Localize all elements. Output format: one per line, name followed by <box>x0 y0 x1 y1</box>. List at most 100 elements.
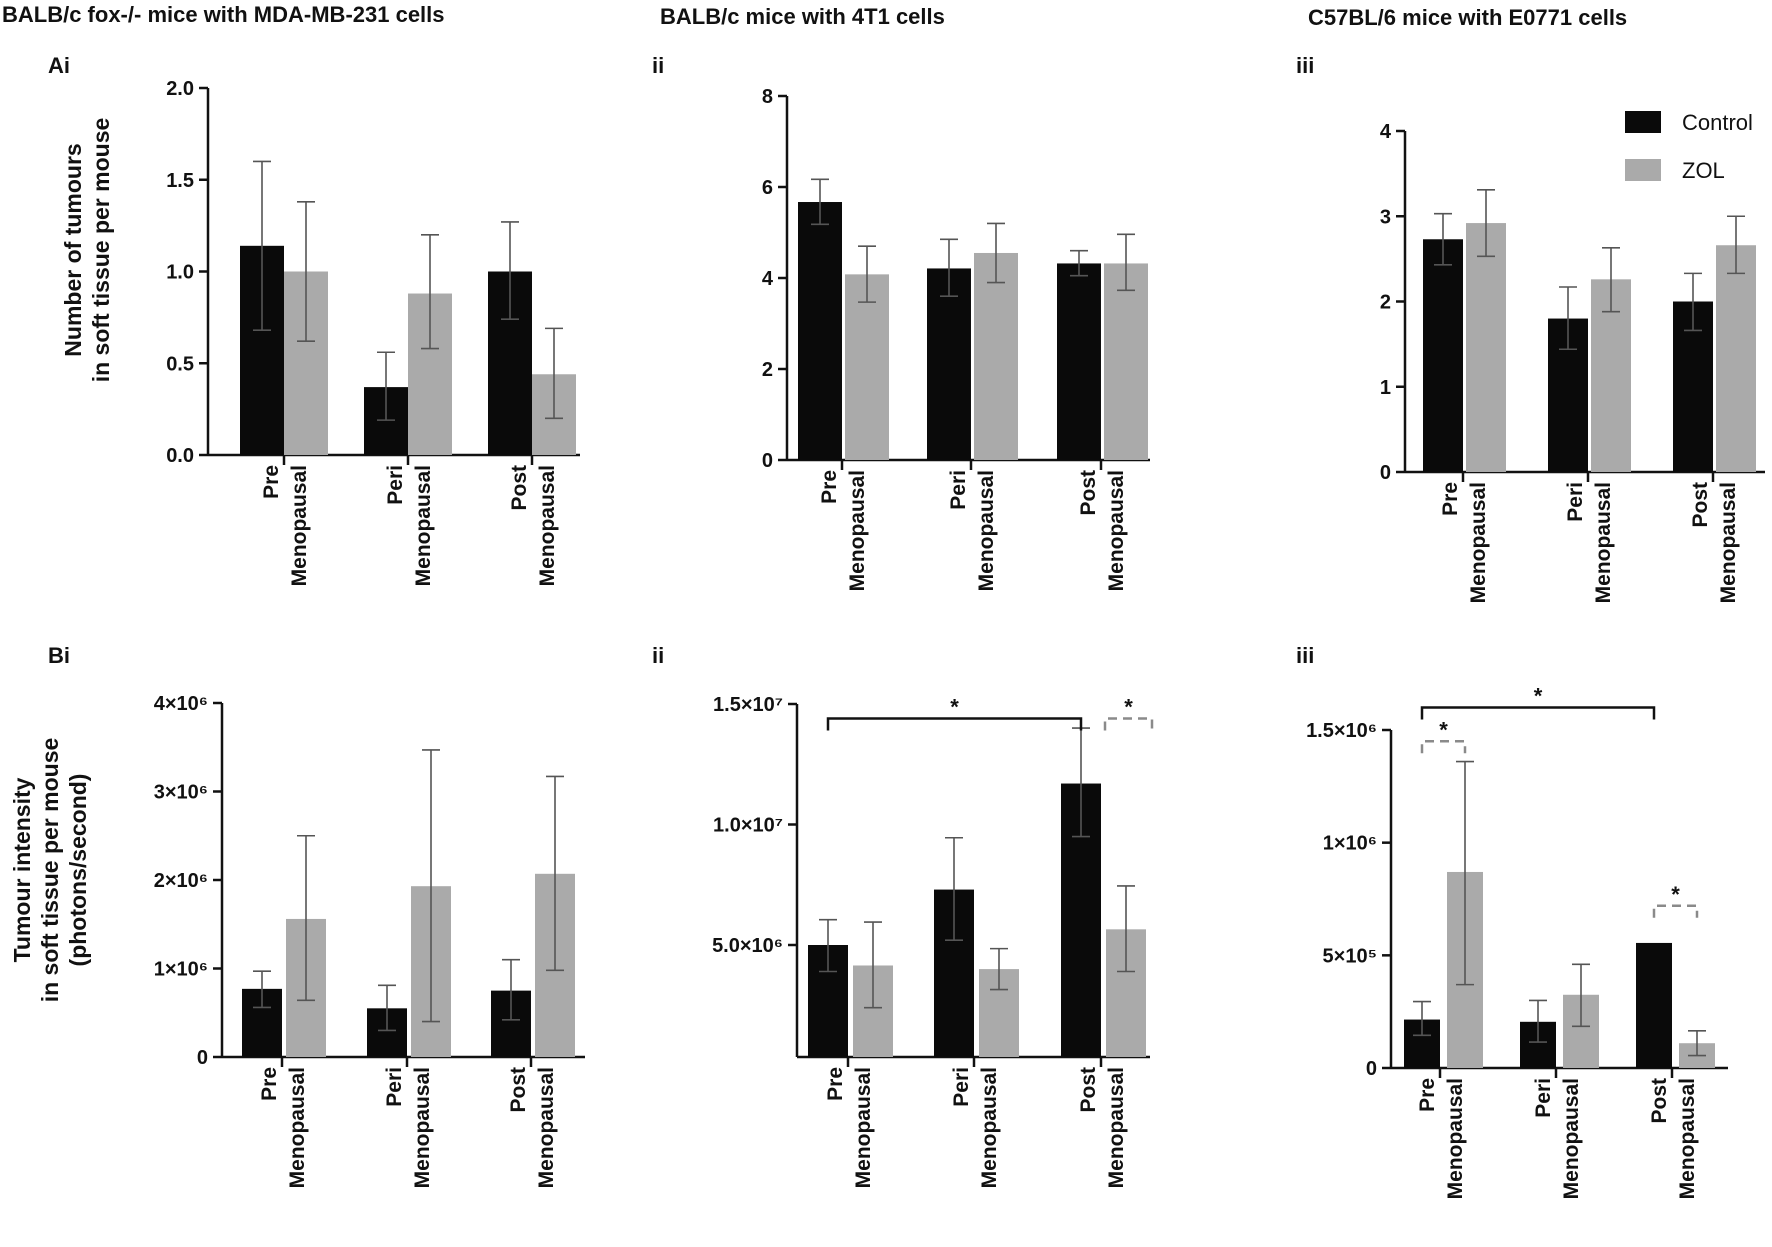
y-tick-label: 5.0×10⁶ <box>712 935 783 957</box>
y-axis-label: Number of tumours <box>60 143 86 356</box>
category-label: Peri <box>384 465 407 505</box>
y-tick-label: 3×10⁶ <box>154 782 208 804</box>
bar-control-post <box>1057 263 1101 460</box>
bar-control-peri <box>927 268 971 460</box>
panel-label-Aii: ii <box>652 53 664 78</box>
category-label: Menopausal <box>1105 1067 1128 1188</box>
y-tick-label: 6 <box>762 177 773 199</box>
category-label: Menopausal <box>975 470 998 591</box>
category-label: Pre <box>1416 1078 1439 1112</box>
bar-zol-post <box>1716 245 1756 472</box>
panel-label-Bii: ii <box>652 643 664 668</box>
significance-bracket <box>1103 717 1154 731</box>
category-label: Post <box>1077 470 1100 516</box>
y-tick-label: 4 <box>762 268 774 290</box>
y-tick-label: 1 <box>1380 377 1391 399</box>
y-tick-label: 1.0 <box>166 262 194 284</box>
significance-star: * <box>1671 882 1680 907</box>
column-title-mda: BALB/c fox-/- mice with MDA-MB-231 cells <box>2 2 445 27</box>
y-tick-label: 1.5×10⁶ <box>1306 720 1377 742</box>
bar-zol-post <box>1104 263 1148 460</box>
significance-star: * <box>950 694 959 719</box>
significance-star: * <box>1439 717 1448 742</box>
y-axis-label: in soft tissue per mouse <box>37 738 63 1003</box>
y-tick-label: 0.5 <box>166 353 194 375</box>
category-label: Peri <box>1564 482 1587 522</box>
category-label: Menopausal <box>411 1067 434 1188</box>
bar-control-pre <box>798 202 842 460</box>
category-label: Post <box>1077 1067 1100 1113</box>
category-label: Post <box>1648 1078 1671 1124</box>
significance-bracket <box>826 717 1083 731</box>
category-label: Post <box>508 465 531 511</box>
category-label: Post <box>507 1067 530 1113</box>
legend-swatch-zol <box>1625 159 1661 181</box>
category-label: Pre <box>818 470 841 504</box>
category-label: Pre <box>258 1067 281 1101</box>
y-axis-label: in soft tissue per mouse <box>88 118 114 383</box>
legend: Control ZOL <box>1625 110 1753 183</box>
panel-Ai: Ai 0.0 0.5 1.0 1.5 2.0 Number of tumours in so… <box>48 53 580 586</box>
y-tick-label: 1.5×10⁷ <box>713 694 783 716</box>
category-label: Menopausal <box>1717 482 1740 603</box>
y-axis-label: (photons/second) <box>65 774 91 967</box>
bar-zol-peri <box>974 252 1018 460</box>
y-tick-label: 0 <box>1380 462 1391 484</box>
y-tick-label: 2 <box>1380 292 1391 314</box>
significance-bracket <box>1420 706 1656 720</box>
panel-label-Aiii: iii <box>1296 53 1314 78</box>
category-label: Menopausal <box>536 465 559 586</box>
category-label: Menopausal <box>978 1067 1001 1188</box>
legend-label-control: Control <box>1682 110 1753 135</box>
significance-star: * <box>1124 694 1133 719</box>
category-label: Menopausal <box>1467 482 1490 603</box>
category-label: Menopausal <box>286 1067 309 1188</box>
category-label: Pre <box>1439 482 1462 516</box>
category-label: Menopausal <box>852 1067 875 1188</box>
category-label: Menopausal <box>535 1067 558 1188</box>
panel-label-Bi: Bi <box>48 643 70 668</box>
panel-label-Biii: iii <box>1296 643 1314 668</box>
category-label: Menopausal <box>1444 1078 1467 1199</box>
category-label: Peri <box>947 470 970 510</box>
y-axis-label: Tumour intensity <box>9 777 35 962</box>
category-label: Menopausal <box>288 465 311 586</box>
significance-bracket <box>1420 740 1467 754</box>
y-tick-label: 5×10⁵ <box>1323 945 1377 967</box>
y-tick-label: 3 <box>1380 206 1391 228</box>
panel-label-Ai: Ai <box>48 53 70 78</box>
y-tick-label: 1.5 <box>166 170 194 192</box>
y-tick-label: 4 <box>1380 121 1392 143</box>
bar-zol-pre <box>845 274 889 460</box>
y-tick-label: 1×10⁶ <box>1323 833 1377 855</box>
y-tick-label: 8 <box>762 86 773 108</box>
category-label: Menopausal <box>1592 482 1615 603</box>
column-title-e0771: C57BL/6 mice with E0771 cells <box>1308 5 1627 30</box>
y-tick-label: 1.0×10⁷ <box>713 815 783 837</box>
y-tick-label: 1×10⁶ <box>154 959 208 981</box>
column-title-4t1: BALB/c mice with 4T1 cells <box>660 4 945 29</box>
panel-Bi: Bi 0 1×10⁶ 2×10⁶ 3×10⁶ 4×10⁶ Tumour intensity… <box>9 643 585 1188</box>
y-tick-label: 0.0 <box>166 445 194 467</box>
legend-label-zol: ZOL <box>1682 158 1725 183</box>
y-tick-label: 2 <box>762 359 773 381</box>
y-tick-label: 2×10⁶ <box>154 870 208 892</box>
category-label: Menopausal <box>412 465 435 586</box>
category-label: Peri <box>950 1067 973 1107</box>
y-tick-label: 0 <box>762 450 773 472</box>
category-label: Menopausal <box>846 470 869 591</box>
category-label: Post <box>1689 482 1712 528</box>
y-tick-label: 2.0 <box>166 78 194 100</box>
category-label: Pre <box>260 465 283 499</box>
category-label: Menopausal <box>1105 470 1128 591</box>
y-tick-label: 0 <box>1366 1058 1377 1080</box>
bar-control-pre <box>1423 239 1463 472</box>
category-label: Menopausal <box>1560 1078 1583 1199</box>
legend-swatch-control <box>1625 111 1661 133</box>
bar-zol-pre <box>1466 223 1506 472</box>
